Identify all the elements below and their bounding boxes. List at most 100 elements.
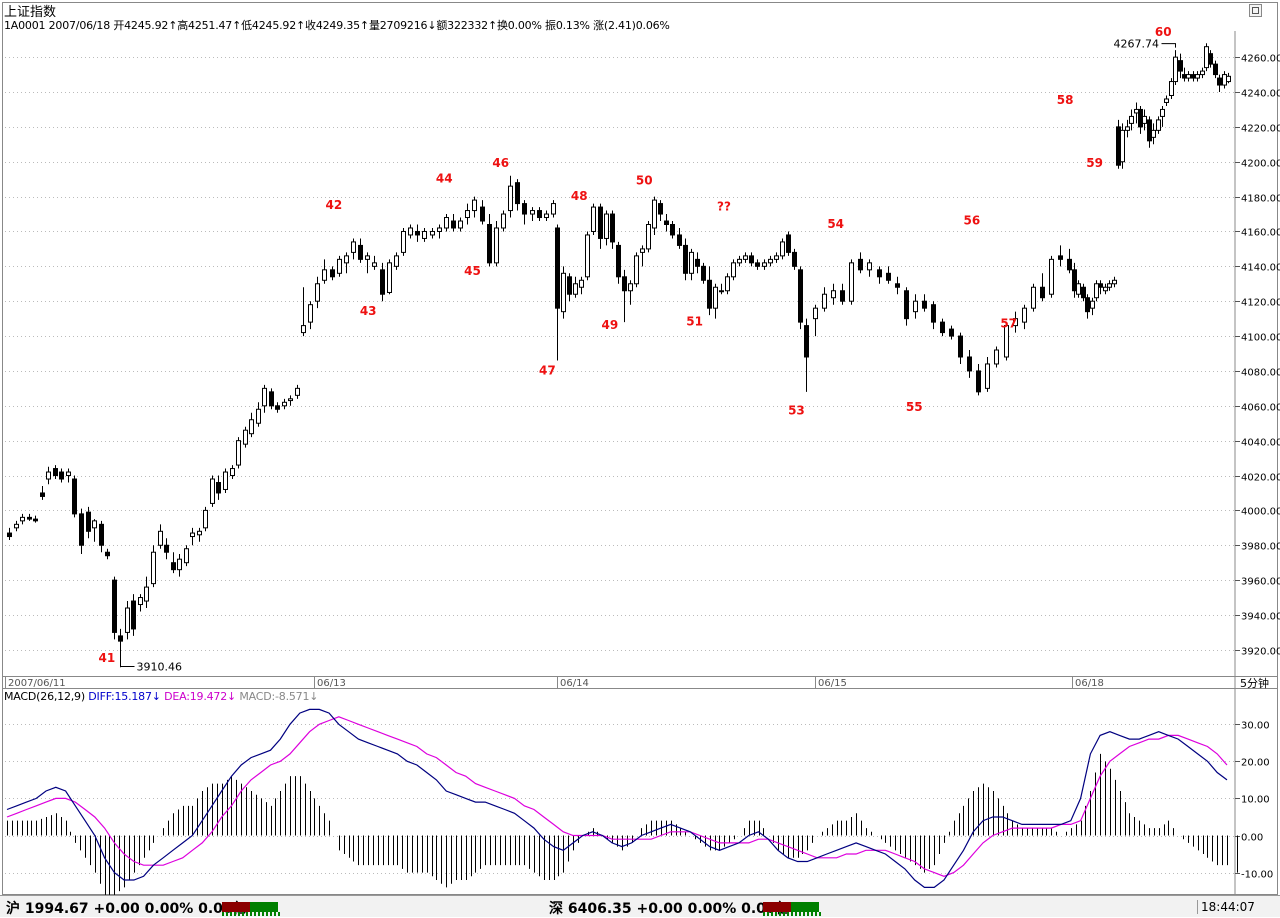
candle-body	[92, 520, 97, 529]
candle-body	[301, 325, 306, 334]
macd-macd-value: MACD:-8.571↓	[239, 690, 319, 703]
candle-body	[1076, 283, 1081, 295]
candle-body	[27, 516, 32, 520]
chart-frame	[2, 2, 1278, 895]
candle-body	[895, 283, 900, 288]
candle-body	[922, 300, 927, 309]
candle-body	[604, 213, 609, 239]
candle-body	[380, 269, 385, 295]
candle-body	[689, 251, 694, 274]
candle-body	[1151, 129, 1156, 138]
candle-body	[994, 349, 999, 365]
candle-body	[256, 408, 261, 424]
candle-body	[646, 224, 651, 250]
candle-body	[365, 255, 370, 260]
y-tick-label: 4060.00	[1241, 403, 1280, 414]
candle-body	[858, 258, 863, 271]
candle-body	[544, 213, 549, 219]
y-tick-label: 4120.00	[1241, 298, 1280, 309]
candle-body	[652, 199, 657, 229]
y-tick-label: 4080.00	[1241, 368, 1280, 379]
y-tick-label: 30.00	[1241, 721, 1270, 732]
wave-label: ??	[717, 200, 731, 214]
candle-body	[344, 255, 349, 264]
candle-body	[949, 328, 954, 337]
candle-body	[573, 283, 578, 295]
candle-body	[561, 272, 566, 313]
candle-body	[236, 440, 241, 466]
candle-body	[1213, 63, 1218, 76]
y-tick-label: 4220.00	[1241, 124, 1280, 135]
candle-body	[7, 532, 12, 538]
macd-grid	[5, 724, 1234, 874]
low-value: 低4245.92↑	[241, 19, 306, 32]
candle-body	[387, 262, 392, 293]
candle-body	[249, 419, 254, 435]
code-date: 1A0001 2007/06/18	[4, 19, 111, 32]
candle-body	[190, 532, 195, 538]
candle-body	[1160, 108, 1165, 117]
candle-body	[1004, 325, 1009, 358]
candle-body	[792, 251, 797, 267]
wave-label: 42	[325, 198, 342, 212]
candle-body	[230, 468, 235, 477]
candle-body	[372, 262, 377, 267]
candle-body	[743, 255, 748, 260]
candle-body	[288, 398, 293, 402]
candle-body	[695, 258, 700, 267]
candle-body	[1208, 53, 1213, 65]
candle-body	[1013, 318, 1018, 327]
candle-body	[762, 262, 767, 267]
candle-body	[798, 269, 803, 323]
candle-body	[1031, 286, 1036, 309]
window-border	[2, 2, 1278, 895]
candle-body	[958, 335, 963, 358]
candle-body	[1125, 126, 1130, 131]
candle-body	[164, 544, 169, 553]
macd-name: MACD(26,12,9)	[4, 690, 85, 703]
candle-body	[1191, 74, 1196, 79]
candle-body	[33, 518, 38, 522]
candle-body	[275, 405, 280, 410]
maximize-icon[interactable]	[1249, 4, 1262, 17]
wave-label: 47	[539, 363, 556, 377]
candle-body	[1085, 297, 1090, 313]
y-tick-label: 4160.00	[1241, 228, 1280, 239]
candle-body	[118, 635, 123, 642]
candle-body	[269, 391, 274, 407]
candle-body	[308, 304, 313, 323]
candle-body	[940, 321, 945, 334]
candle-body	[1178, 60, 1183, 72]
y-tick-label: 4100.00	[1241, 333, 1280, 344]
candle-body	[1112, 279, 1117, 285]
candle-body	[415, 230, 420, 236]
candle-body	[1067, 258, 1072, 271]
period-label: 5分钟	[1240, 676, 1269, 690]
candle-body	[131, 600, 136, 630]
candle-body	[394, 255, 399, 267]
candle-body	[1156, 119, 1161, 131]
candle-body	[622, 276, 627, 292]
candle-body	[579, 279, 584, 288]
sh-index-status: 沪 1994.67 +0.00 0.00% 0.00亿	[6, 901, 247, 917]
high-callout-label: 4267.74	[1114, 38, 1160, 51]
candle-body	[337, 258, 342, 274]
chart-title: 上证指数	[4, 5, 57, 20]
diff-line	[6, 708, 1228, 889]
candle-body	[537, 210, 542, 219]
candle-body	[408, 227, 413, 236]
change-value: 涨(2.41)0.06%	[593, 19, 670, 32]
status-bar: 沪 1994.67 +0.00 0.00% 0.00亿 深 6406.35 +0…	[0, 895, 1280, 917]
candle-body	[737, 258, 742, 264]
candle-body	[822, 293, 827, 309]
dea-line	[6, 716, 1228, 877]
candle-body	[658, 203, 663, 215]
macd-dea-value: DEA:19.472↓	[164, 690, 237, 703]
candle-body	[144, 586, 149, 602]
candle-body	[46, 471, 51, 480]
candle-body	[59, 471, 64, 480]
y-tick-label: 0.00	[1241, 833, 1263, 844]
candle-body	[670, 224, 675, 236]
candle-body	[430, 230, 435, 236]
